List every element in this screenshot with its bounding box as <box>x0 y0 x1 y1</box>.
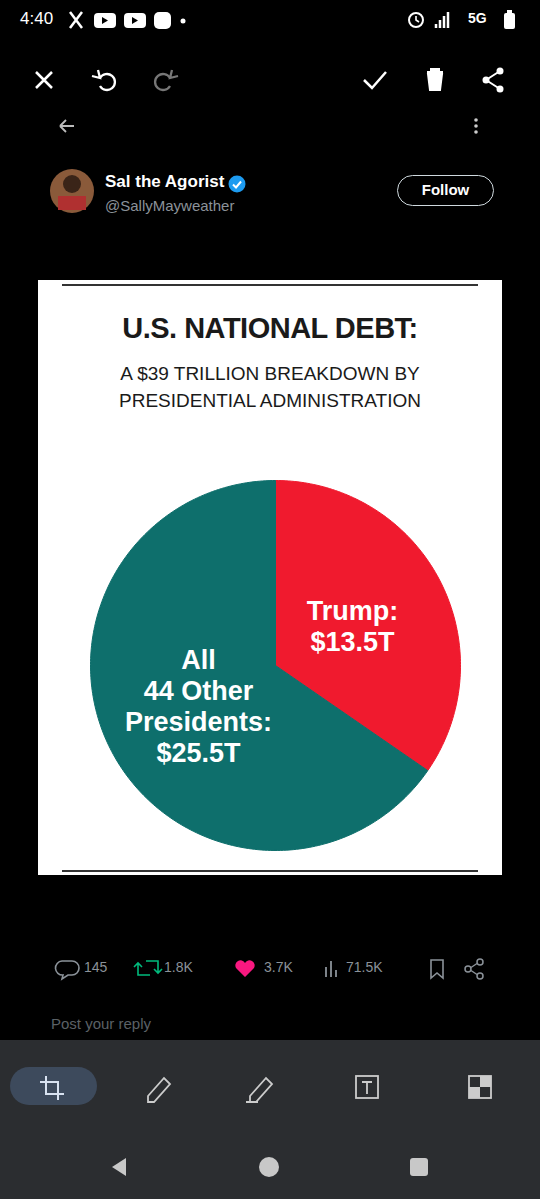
html-text:@SallyMayweather: @SallyMayweather <box>105 197 235 214</box>
html-text:A $39 TRILLION BREAKDOWN BY PR: A $39 TRILLION BREAKDOWN BY PRESIDENTIAL… <box>119 363 421 411</box>
svg-text:All44 OtherPresidents:$25.5T: All44 OtherPresidents:$25.5T <box>125 645 272 768</box>
html-text:1.8K: 1.8K <box>164 959 193 975</box>
html-text:5G: 5G <box>468 10 487 26</box>
html-text:71.5K: 71.5K <box>346 959 383 975</box>
html-text:Post your reply: Post your reply <box>51 1015 151 1032</box>
html-text:U.S. NATIONAL DEBT:: U.S. NATIONAL DEBT: <box>122 312 418 344</box>
html-text:Follow: Follow <box>421 181 470 198</box>
html-text:3.7K: 3.7K <box>264 959 293 975</box>
html-text:Sal the Agorist: Sal the Agorist <box>105 172 225 191</box>
html-text:4:40: 4:40 <box>20 9 54 28</box>
svg-text:Trump:$13.5T: Trump:$13.5T <box>307 596 399 657</box>
html-text:145: 145 <box>84 959 108 975</box>
